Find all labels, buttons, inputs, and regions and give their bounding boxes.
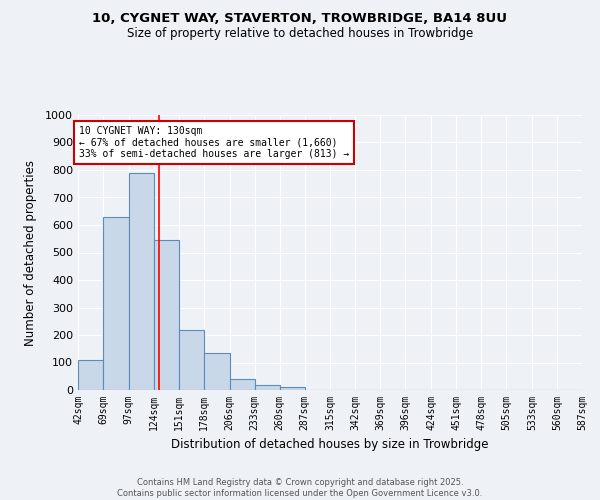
Bar: [103, 217, 129, 390]
Text: 10, CYGNET WAY, STAVERTON, TROWBRIDGE, BA14 8UU: 10, CYGNET WAY, STAVERTON, TROWBRIDGE, B…: [92, 12, 508, 26]
Text: Contains HM Land Registry data © Crown copyright and database right 2025.
Contai: Contains HM Land Registry data © Crown c…: [118, 478, 482, 498]
Bar: [154, 240, 179, 390]
Bar: [254, 385, 280, 390]
Y-axis label: Number of detached properties: Number of detached properties: [24, 160, 37, 346]
Bar: [179, 330, 204, 390]
X-axis label: Distribution of detached houses by size in Trowbridge: Distribution of detached houses by size …: [171, 438, 489, 452]
Bar: [78, 360, 103, 390]
Bar: [204, 353, 230, 390]
Bar: [280, 387, 305, 390]
Text: Size of property relative to detached houses in Trowbridge: Size of property relative to detached ho…: [127, 28, 473, 40]
Text: 10 CYGNET WAY: 130sqm
← 67% of detached houses are smaller (1,660)
33% of semi-d: 10 CYGNET WAY: 130sqm ← 67% of detached …: [79, 126, 349, 159]
Bar: [230, 379, 254, 390]
Bar: [129, 173, 154, 390]
